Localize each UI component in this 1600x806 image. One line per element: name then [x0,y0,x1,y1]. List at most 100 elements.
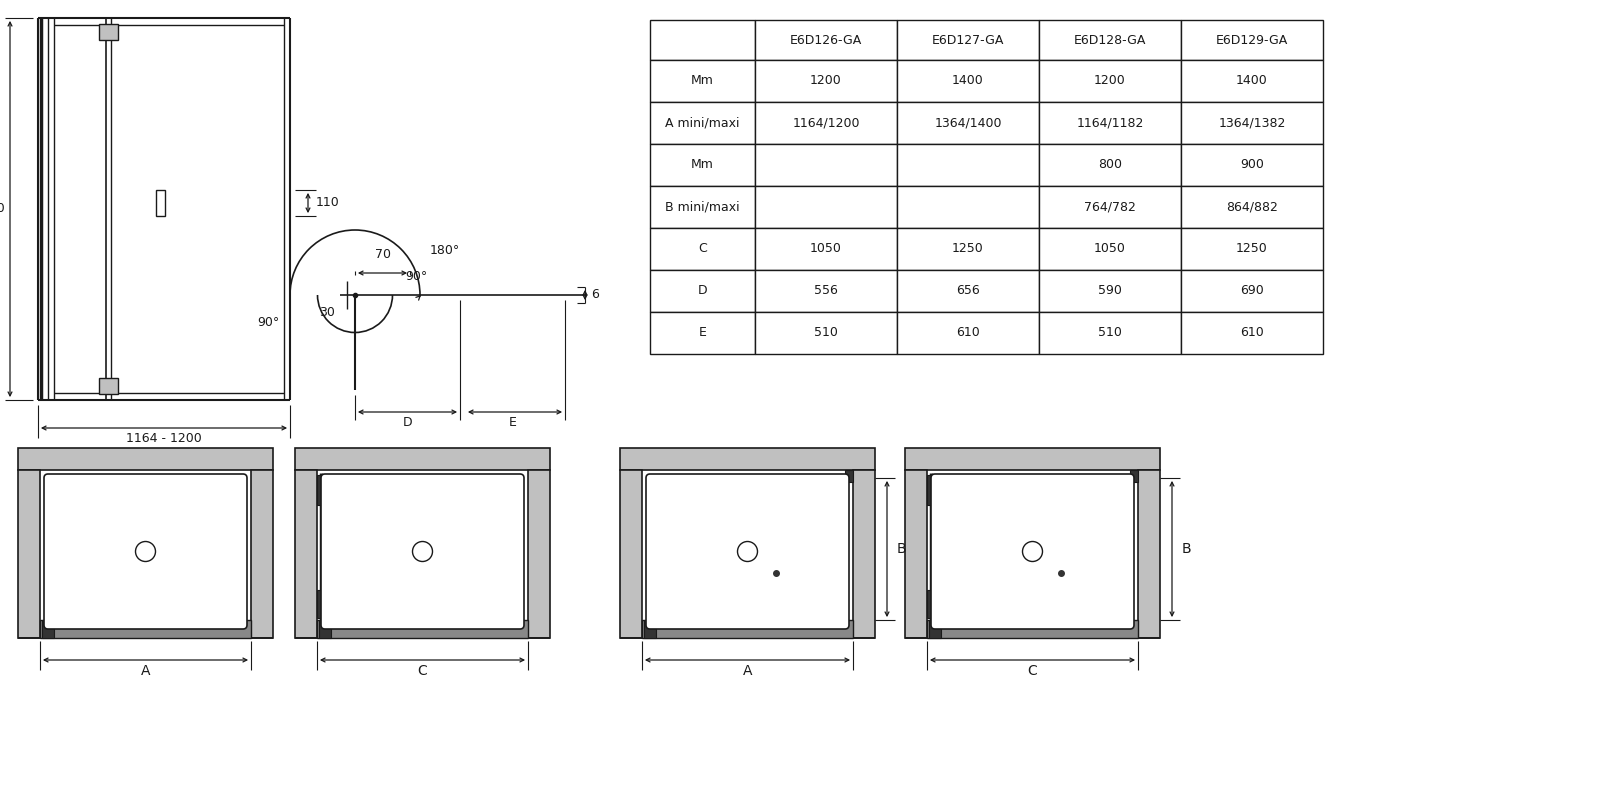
Bar [1181,228,1323,270]
Text: A: A [742,664,752,678]
Bar [643,620,656,638]
Bar [318,620,331,638]
Bar [650,144,755,186]
Text: 6: 6 [590,289,598,301]
Bar [1038,312,1181,354]
Bar [1138,470,1160,638]
Text: 1164/1182: 1164/1182 [1077,117,1144,130]
Text: 1200: 1200 [810,74,842,88]
Text: 1364/1400: 1364/1400 [934,117,1002,130]
Text: 1200: 1200 [1094,74,1126,88]
Bar [528,470,550,638]
Text: 1050: 1050 [810,243,842,256]
Text: E6D129-GA: E6D129-GA [1216,34,1288,47]
Bar [930,620,941,638]
Bar [650,60,755,102]
Bar [755,60,898,102]
Bar [294,470,317,638]
Bar [853,470,875,638]
Text: A: A [141,664,150,678]
Bar [621,470,642,638]
Bar [906,470,926,638]
Bar [99,378,118,394]
Text: E6D128-GA: E6D128-GA [1074,34,1146,47]
Bar [845,470,853,482]
Text: 800: 800 [1098,159,1122,172]
Bar [906,448,1160,470]
Bar [99,24,118,40]
Bar [294,448,550,470]
Bar [755,312,898,354]
Bar [650,186,755,228]
Bar [650,270,755,312]
Text: C: C [418,664,427,678]
Bar [755,270,898,312]
Bar [926,620,1138,638]
Text: 864/882: 864/882 [1226,201,1278,214]
Bar [317,620,528,638]
Bar [1181,144,1323,186]
Bar [898,312,1038,354]
Text: 900: 900 [1240,159,1264,172]
Text: 610: 610 [957,326,979,339]
Text: 1250: 1250 [952,243,984,256]
FancyBboxPatch shape [931,474,1134,629]
Text: B: B [1182,542,1192,556]
Text: 1400: 1400 [952,74,984,88]
Bar [650,312,755,354]
Text: 1164/1200: 1164/1200 [792,117,859,130]
Text: D: D [403,416,413,429]
FancyBboxPatch shape [322,474,525,629]
Text: Mm: Mm [691,74,714,88]
Bar [650,20,755,60]
Text: 90°: 90° [258,317,280,330]
Text: C: C [1027,664,1037,678]
Text: 590: 590 [1098,285,1122,297]
Bar [898,228,1038,270]
Text: 90°: 90° [405,271,427,284]
Text: E6D127-GA: E6D127-GA [931,34,1005,47]
FancyBboxPatch shape [45,474,246,629]
Bar [1038,186,1181,228]
Text: 510: 510 [1098,326,1122,339]
Bar [1181,270,1323,312]
Bar [1038,144,1181,186]
Bar [926,475,938,505]
Bar [755,144,898,186]
Bar [642,620,853,638]
Text: 1364/1382: 1364/1382 [1218,117,1286,130]
Text: 1400: 1400 [1237,74,1267,88]
FancyBboxPatch shape [646,474,850,629]
Bar [898,270,1038,312]
Bar [755,20,898,60]
Bar [650,228,755,270]
Bar [755,228,898,270]
Bar [650,102,755,144]
Text: 1164 - 1200: 1164 - 1200 [126,431,202,444]
Bar [926,590,938,618]
Text: 180°: 180° [430,243,461,256]
Bar [1181,312,1323,354]
Bar [40,620,251,638]
Bar [898,20,1038,60]
Bar [18,448,274,470]
Text: D: D [698,285,707,297]
Bar [1130,470,1138,482]
Bar [1181,60,1323,102]
Text: 764/782: 764/782 [1085,201,1136,214]
Bar [898,186,1038,228]
Bar [898,144,1038,186]
Bar [1038,270,1181,312]
Text: A mini/maxi: A mini/maxi [666,117,739,130]
Text: 1400: 1400 [0,202,5,215]
Bar [42,620,54,638]
Bar [1181,102,1323,144]
Bar [251,470,274,638]
Bar [755,102,898,144]
Bar [1038,102,1181,144]
Bar [621,448,875,470]
Bar [1181,186,1323,228]
Text: E: E [509,416,517,429]
Bar [1038,60,1181,102]
Bar [898,60,1038,102]
